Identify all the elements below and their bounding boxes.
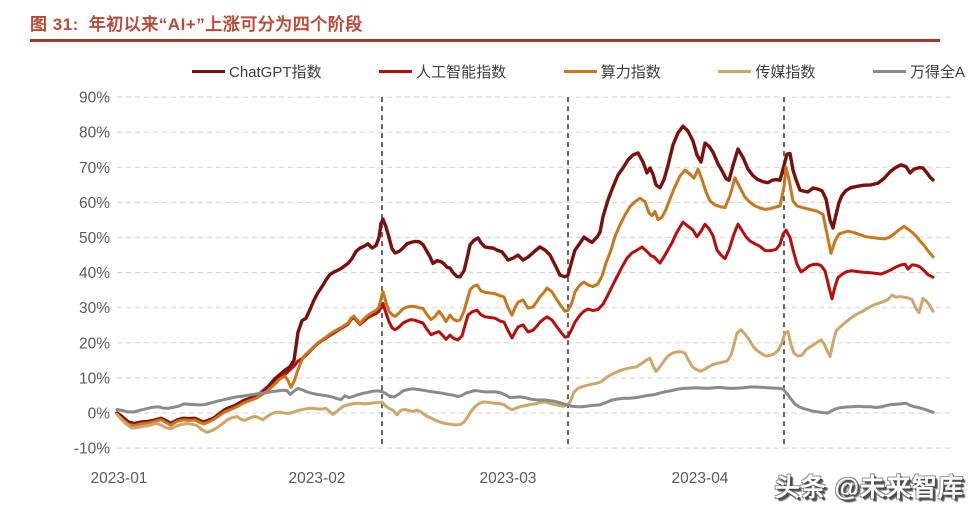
legend-item-chatgpt-index: ChatGPT指数 xyxy=(192,61,322,82)
x-tick-label: 2023-03 xyxy=(480,470,537,487)
x-tick-label: 2023-04 xyxy=(672,470,729,487)
title-underline-rule xyxy=(30,39,940,42)
chart-legend: ChatGPT指数 人工智能指数 算力指数 传媒指数 万得全A xyxy=(192,61,965,82)
y-tick-label: 80% xyxy=(79,125,110,142)
series-line-computing-power-index xyxy=(115,165,935,428)
legend-item-ai-index: 人工智能指数 xyxy=(379,61,506,82)
legend-item-computing-power-index: 算力指数 xyxy=(563,61,661,82)
y-tick-label: 30% xyxy=(79,300,110,317)
legend-swatch-ai-index xyxy=(379,69,413,74)
y-tick-label: 20% xyxy=(79,335,110,352)
y-tick-label: 0% xyxy=(88,406,111,423)
series-line-media-index xyxy=(115,293,935,434)
legend-swatch-media-index xyxy=(718,69,752,74)
y-tick-label: 60% xyxy=(79,195,110,212)
x-tick-label: 2023-01 xyxy=(91,470,148,487)
figure-title-text: 年初以来“AI+”上涨可分为四个阶段 xyxy=(88,15,363,34)
y-tick-label: 10% xyxy=(79,370,110,387)
legend-swatch-computing-power-index xyxy=(563,69,597,74)
legend-item-wind-all-a: 万得全A xyxy=(872,61,965,82)
legend-label-chatgpt-index: ChatGPT指数 xyxy=(229,64,322,81)
legend-label-wind-all-a: 万得全A xyxy=(909,64,965,81)
watermark: 头条 @未来智库 xyxy=(774,474,964,502)
legend-swatch-chatgpt-index xyxy=(192,69,225,74)
legend-item-media-index: 传媒指数 xyxy=(718,61,815,82)
y-tick-label: 70% xyxy=(79,160,110,177)
series-line-chatgpt-index xyxy=(115,124,935,426)
series-line-ai-index xyxy=(115,220,935,427)
figure-number: 图 31: xyxy=(30,15,79,34)
legend-label-media-index: 传媒指数 xyxy=(755,64,816,81)
legend-label-ai-index: 人工智能指数 xyxy=(416,64,507,81)
legend-swatch-wind-all-a xyxy=(872,69,906,74)
legend-label-computing-power-index: 算力指数 xyxy=(600,64,661,81)
y-tick-label: 40% xyxy=(79,265,110,282)
y-tick-label: 50% xyxy=(79,230,110,247)
x-tick-label: 2023-02 xyxy=(289,470,346,487)
y-tick-label: 90% xyxy=(79,90,110,107)
y-tick-label: -10% xyxy=(74,441,110,458)
figure-title: 图 31: 年初以来“AI+”上涨可分为四个阶段 xyxy=(30,10,363,35)
series-line-wind-all-a xyxy=(115,385,935,415)
